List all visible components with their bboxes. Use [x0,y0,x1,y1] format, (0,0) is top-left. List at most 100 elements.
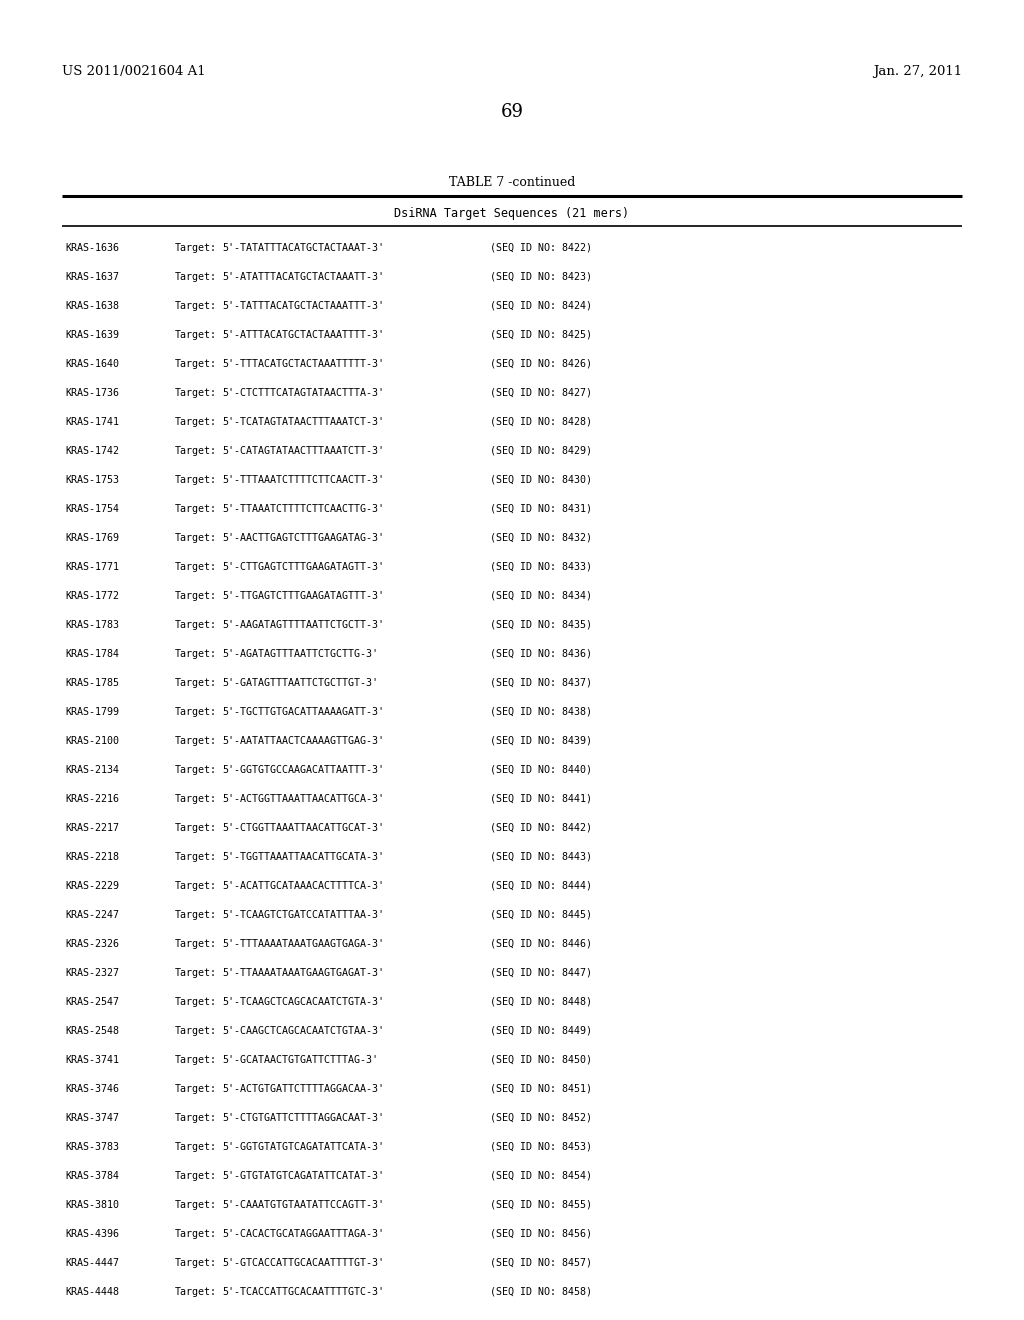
Text: Target:: Target: [175,1026,217,1036]
Text: Target:: Target: [175,243,217,253]
Text: 5'-TGGTTAAATTAACATTGCATA-3': 5'-TGGTTAAATTAACATTGCATA-3' [222,851,384,862]
Text: 5'-ATTTACATGCTACTAAATTTT-3': 5'-ATTTACATGCTACTAAATTTT-3' [222,330,384,341]
Text: Target:: Target: [175,997,217,1007]
Text: 5'-ACTGTGATTCTTTTAGGACAA-3': 5'-ACTGTGATTCTTTTAGGACAA-3' [222,1084,384,1094]
Text: DsiRNA Target Sequences (21 mers): DsiRNA Target Sequences (21 mers) [394,206,630,219]
Text: 5'-ATATTTACATGCTACTAAATT-3': 5'-ATATTTACATGCTACTAAATT-3' [222,272,384,282]
Text: (SEQ ID NO: 8457): (SEQ ID NO: 8457) [490,1258,592,1269]
Text: Target:: Target: [175,649,217,659]
Text: (SEQ ID NO: 8455): (SEQ ID NO: 8455) [490,1200,592,1210]
Text: (SEQ ID NO: 8432): (SEQ ID NO: 8432) [490,533,592,543]
Text: (SEQ ID NO: 8451): (SEQ ID NO: 8451) [490,1084,592,1094]
Text: US 2011/0021604 A1: US 2011/0021604 A1 [62,66,206,78]
Text: (SEQ ID NO: 8454): (SEQ ID NO: 8454) [490,1171,592,1181]
Text: KRAS-1640: KRAS-1640 [65,359,119,370]
Text: KRAS-1769: KRAS-1769 [65,533,119,543]
Text: KRAS-2216: KRAS-2216 [65,793,119,804]
Text: (SEQ ID NO: 8444): (SEQ ID NO: 8444) [490,880,592,891]
Text: 5'-CTGTGATTCTTTTAGGACAAT-3': 5'-CTGTGATTCTTTTAGGACAAT-3' [222,1113,384,1123]
Text: 5'-TTAAATCTTTTCTTCAACTTG-3': 5'-TTAAATCTTTTCTTCAACTTG-3' [222,504,384,513]
Text: (SEQ ID NO: 8456): (SEQ ID NO: 8456) [490,1229,592,1239]
Text: 5'-GTGTATGTCAGATATTCATAT-3': 5'-GTGTATGTCAGATATTCATAT-3' [222,1171,384,1181]
Text: KRAS-1639: KRAS-1639 [65,330,119,341]
Text: (SEQ ID NO: 8426): (SEQ ID NO: 8426) [490,359,592,370]
Text: KRAS-2327: KRAS-2327 [65,968,119,978]
Text: 5'-TTGAGTCTTTGAAGATAGTTT-3': 5'-TTGAGTCTTTGAAGATAGTTT-3' [222,591,384,601]
Text: KRAS-3741: KRAS-3741 [65,1055,119,1065]
Text: (SEQ ID NO: 8452): (SEQ ID NO: 8452) [490,1113,592,1123]
Text: KRAS-3783: KRAS-3783 [65,1142,119,1152]
Text: Target:: Target: [175,504,217,513]
Text: KRAS-3747: KRAS-3747 [65,1113,119,1123]
Text: KRAS-4396: KRAS-4396 [65,1229,119,1239]
Text: (SEQ ID NO: 8434): (SEQ ID NO: 8434) [490,591,592,601]
Text: (SEQ ID NO: 8440): (SEQ ID NO: 8440) [490,766,592,775]
Text: KRAS-1799: KRAS-1799 [65,708,119,717]
Text: Target:: Target: [175,417,217,426]
Text: 5'-CAAATGTGTAATATTCCAGTT-3': 5'-CAAATGTGTAATATTCCAGTT-3' [222,1200,384,1210]
Text: 5'-GTCACCATTGCACAATTTTGT-3': 5'-GTCACCATTGCACAATTTTGT-3' [222,1258,384,1269]
Text: Target:: Target: [175,1142,217,1152]
Text: (SEQ ID NO: 8431): (SEQ ID NO: 8431) [490,504,592,513]
Text: (SEQ ID NO: 8445): (SEQ ID NO: 8445) [490,909,592,920]
Text: Target:: Target: [175,1113,217,1123]
Text: 5'-GCATAACTGTGATTCTTTAG-3': 5'-GCATAACTGTGATTCTTTAG-3' [222,1055,378,1065]
Text: KRAS-2217: KRAS-2217 [65,822,119,833]
Text: (SEQ ID NO: 8442): (SEQ ID NO: 8442) [490,822,592,833]
Text: Target:: Target: [175,708,217,717]
Text: KRAS-1772: KRAS-1772 [65,591,119,601]
Text: (SEQ ID NO: 8458): (SEQ ID NO: 8458) [490,1287,592,1298]
Text: Target:: Target: [175,822,217,833]
Text: KRAS-2326: KRAS-2326 [65,939,119,949]
Text: Target:: Target: [175,475,217,484]
Text: KRAS-1754: KRAS-1754 [65,504,119,513]
Text: 5'-AACTTGAGTCTTTGAAGATAG-3': 5'-AACTTGAGTCTTTGAAGATAG-3' [222,533,384,543]
Text: KRAS-1736: KRAS-1736 [65,388,119,397]
Text: (SEQ ID NO: 8441): (SEQ ID NO: 8441) [490,793,592,804]
Text: KRAS-4448: KRAS-4448 [65,1287,119,1298]
Text: (SEQ ID NO: 8435): (SEQ ID NO: 8435) [490,620,592,630]
Text: KRAS-4447: KRAS-4447 [65,1258,119,1269]
Text: Target:: Target: [175,678,217,688]
Text: Target:: Target: [175,880,217,891]
Text: 5'-AAGATAGTTTTAATTCTGCTT-3': 5'-AAGATAGTTTTAATTCTGCTT-3' [222,620,384,630]
Text: (SEQ ID NO: 8429): (SEQ ID NO: 8429) [490,446,592,455]
Text: KRAS-1785: KRAS-1785 [65,678,119,688]
Text: TABLE 7 -continued: TABLE 7 -continued [449,176,575,189]
Text: Jan. 27, 2011: Jan. 27, 2011 [872,66,962,78]
Text: (SEQ ID NO: 8449): (SEQ ID NO: 8449) [490,1026,592,1036]
Text: Target:: Target: [175,562,217,572]
Text: (SEQ ID NO: 8450): (SEQ ID NO: 8450) [490,1055,592,1065]
Text: KRAS-1638: KRAS-1638 [65,301,119,312]
Text: KRAS-2247: KRAS-2247 [65,909,119,920]
Text: KRAS-2218: KRAS-2218 [65,851,119,862]
Text: KRAS-1783: KRAS-1783 [65,620,119,630]
Text: KRAS-1753: KRAS-1753 [65,475,119,484]
Text: KRAS-1784: KRAS-1784 [65,649,119,659]
Text: KRAS-2547: KRAS-2547 [65,997,119,1007]
Text: KRAS-1637: KRAS-1637 [65,272,119,282]
Text: 5'-GGTGTATGTCAGATATTCATA-3': 5'-GGTGTATGTCAGATATTCATA-3' [222,1142,384,1152]
Text: (SEQ ID NO: 8423): (SEQ ID NO: 8423) [490,272,592,282]
Text: KRAS-2134: KRAS-2134 [65,766,119,775]
Text: 5'-CACACTGCATAGGAATTTAGA-3': 5'-CACACTGCATAGGAATTTAGA-3' [222,1229,384,1239]
Text: 5'-CATAGTATAACTTTAAATCTT-3': 5'-CATAGTATAACTTTAAATCTT-3' [222,446,384,455]
Text: Target:: Target: [175,793,217,804]
Text: (SEQ ID NO: 8428): (SEQ ID NO: 8428) [490,417,592,426]
Text: 5'-TTAAAATAAATGAAGTGAGAT-3': 5'-TTAAAATAAATGAAGTGAGAT-3' [222,968,384,978]
Text: KRAS-3746: KRAS-3746 [65,1084,119,1094]
Text: Target:: Target: [175,1171,217,1181]
Text: (SEQ ID NO: 8436): (SEQ ID NO: 8436) [490,649,592,659]
Text: 5'-TCACCATTGCACAATTTTGTC-3': 5'-TCACCATTGCACAATTTTGTC-3' [222,1287,384,1298]
Text: (SEQ ID NO: 8424): (SEQ ID NO: 8424) [490,301,592,312]
Text: KRAS-3810: KRAS-3810 [65,1200,119,1210]
Text: (SEQ ID NO: 8437): (SEQ ID NO: 8437) [490,678,592,688]
Text: Target:: Target: [175,851,217,862]
Text: (SEQ ID NO: 8425): (SEQ ID NO: 8425) [490,330,592,341]
Text: Target:: Target: [175,909,217,920]
Text: 69: 69 [501,103,523,121]
Text: Target:: Target: [175,301,217,312]
Text: (SEQ ID NO: 8453): (SEQ ID NO: 8453) [490,1142,592,1152]
Text: 5'-CTTGAGTCTTTGAAGATAGTT-3': 5'-CTTGAGTCTTTGAAGATAGTT-3' [222,562,384,572]
Text: (SEQ ID NO: 8422): (SEQ ID NO: 8422) [490,243,592,253]
